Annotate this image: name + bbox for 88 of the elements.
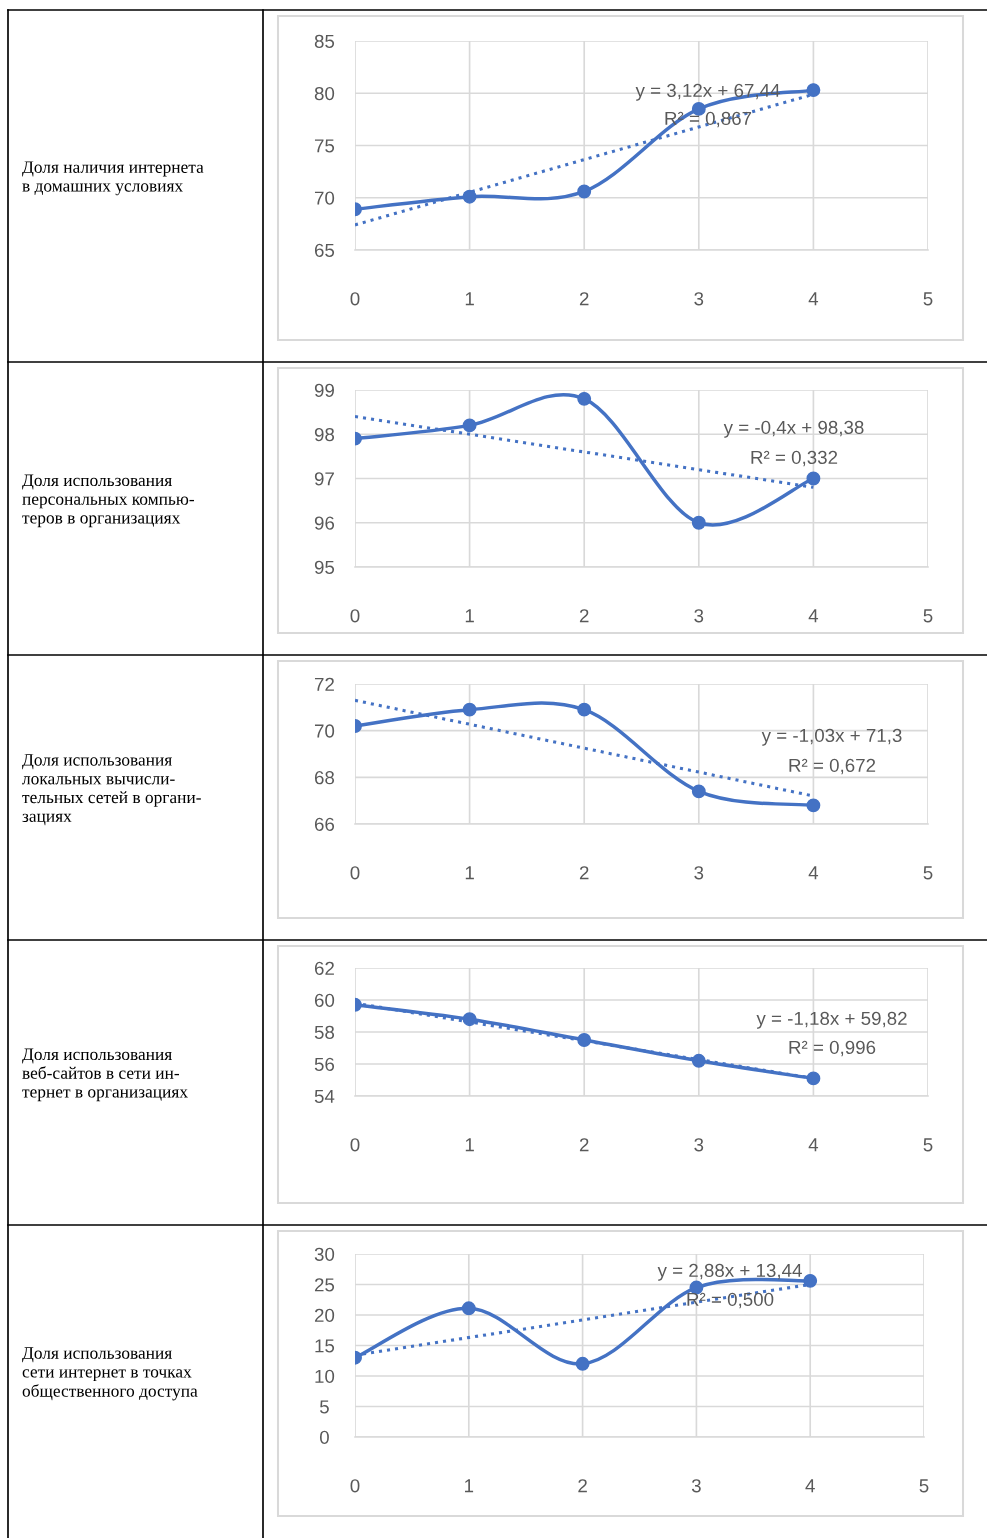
x-tick-label: 1 [465, 609, 474, 623]
x-tick-label: 0 [350, 866, 360, 880]
y-tick-label: 58 [314, 1025, 335, 1039]
x-tick-label: 4 [808, 866, 819, 880]
y-tick-label: 72 [314, 677, 334, 691]
point [806, 798, 821, 813]
point [803, 1273, 818, 1288]
x-tick-label: 0 [350, 609, 360, 623]
point [577, 184, 592, 199]
x-tick-label: 1 [465, 292, 474, 306]
y-tick-label: 68 [314, 771, 335, 785]
y-axis-title: Доля использования локальных вычисли- тельных сетей в органи- зациях [22, 754, 201, 826]
y-axis-title: Доля использования персональных компью- теров в организациях [22, 474, 194, 528]
point [806, 471, 821, 486]
point [462, 1012, 477, 1027]
point [577, 702, 592, 717]
x-tick-label: 2 [579, 609, 589, 623]
y-tick-label: 98 [314, 427, 335, 442]
y-tick-label: 54 [314, 1089, 335, 1103]
y-tick-label: 70 [314, 191, 335, 205]
x-tick-label: 0 [350, 1138, 360, 1152]
x-tick-label: 4 [805, 1479, 815, 1493]
x-tick-label: 3 [691, 1479, 701, 1493]
y-tick-label: 75 [314, 139, 335, 153]
x-tick-label: 4 [808, 1138, 819, 1152]
x-tick-label: 2 [579, 1138, 589, 1152]
point [806, 1071, 821, 1086]
y-tick-label: 66 [314, 817, 335, 831]
x-tick-label: 3 [694, 1138, 704, 1152]
annotation: y = -0,4x + 98,38 [723, 420, 864, 438]
annotation: R² = 0,672 [789, 758, 876, 775]
y-axis-title: Доля использования сети интернет в точках общественного доступа [22, 1347, 198, 1401]
y-tick-label: 60 [314, 993, 335, 1007]
y-tick-label: 96 [314, 516, 335, 530]
annotation: R² = 0,332 [751, 450, 838, 467]
point [691, 101, 706, 116]
y-tick-label: 62 [314, 961, 334, 975]
y-axis-title: Доля использования веб-сайтов в сети ин- тернет в организациях [22, 1048, 188, 1102]
x-tick-label: 1 [465, 1479, 474, 1493]
x-tick-label: 3 [694, 866, 704, 880]
x-tick-label: 0 [350, 1479, 360, 1493]
point [575, 1356, 590, 1371]
point [577, 391, 592, 406]
y-tick-label: 15 [315, 1339, 335, 1353]
y-tick-label: 10 [315, 1369, 335, 1383]
x-tick-label: 0 [350, 292, 360, 306]
x-tick-label: 5 [919, 1479, 929, 1493]
point [461, 1301, 476, 1316]
y-tick-label: 80 [314, 86, 335, 101]
x-tick-label: 4 [808, 609, 819, 623]
point [691, 515, 706, 530]
y-tick-label: 30 [314, 1247, 335, 1261]
x-tick-label: 4 [808, 292, 819, 306]
point [462, 189, 477, 204]
y-tick-label: 65 [314, 243, 335, 257]
y-tick-label: 97 [314, 472, 334, 486]
y-tick-label: 56 [314, 1057, 335, 1071]
point [691, 1053, 706, 1068]
x-tick-label: 5 [923, 292, 933, 306]
annotation: y = 2,88x + 13,44 [657, 1263, 802, 1281]
x-tick-label: 3 [694, 292, 704, 306]
x-tick-label: 5 [923, 866, 933, 880]
x-tick-label: 5 [923, 1138, 933, 1152]
y-axis-title: Доля наличия интернета в домашних условиях [22, 161, 204, 196]
point [806, 83, 821, 98]
point [462, 702, 477, 717]
annotation: y = -1,18x + 59,82 [756, 1011, 907, 1029]
y-tick-label: 85 [314, 34, 335, 48]
x-tick-label: 1 [465, 866, 474, 880]
annotation: R² = 0,500 [687, 1292, 774, 1309]
x-tick-label: 5 [923, 609, 933, 623]
y-tick-label: 20 [314, 1308, 335, 1322]
point [577, 1033, 592, 1047]
y-tick-label: 5 [319, 1400, 329, 1414]
x-tick-label: 2 [578, 1479, 587, 1493]
annotation: R² = 0,996 [789, 1040, 876, 1057]
y-tick-label: 70 [314, 724, 335, 738]
point [691, 784, 706, 799]
x-tick-label: 3 [694, 609, 704, 623]
y-tick-label: 95 [314, 560, 335, 574]
point [462, 418, 477, 433]
y-tick-label: 25 [314, 1278, 335, 1292]
x-tick-label: 2 [579, 292, 589, 306]
annotation: y = -1,03x + 71,3 [761, 728, 902, 746]
y-tick-label: 0 [319, 1430, 329, 1444]
x-tick-label: 2 [579, 866, 589, 880]
y-tick-label: 99 [314, 383, 334, 397]
x-tick-label: 1 [465, 1138, 474, 1152]
